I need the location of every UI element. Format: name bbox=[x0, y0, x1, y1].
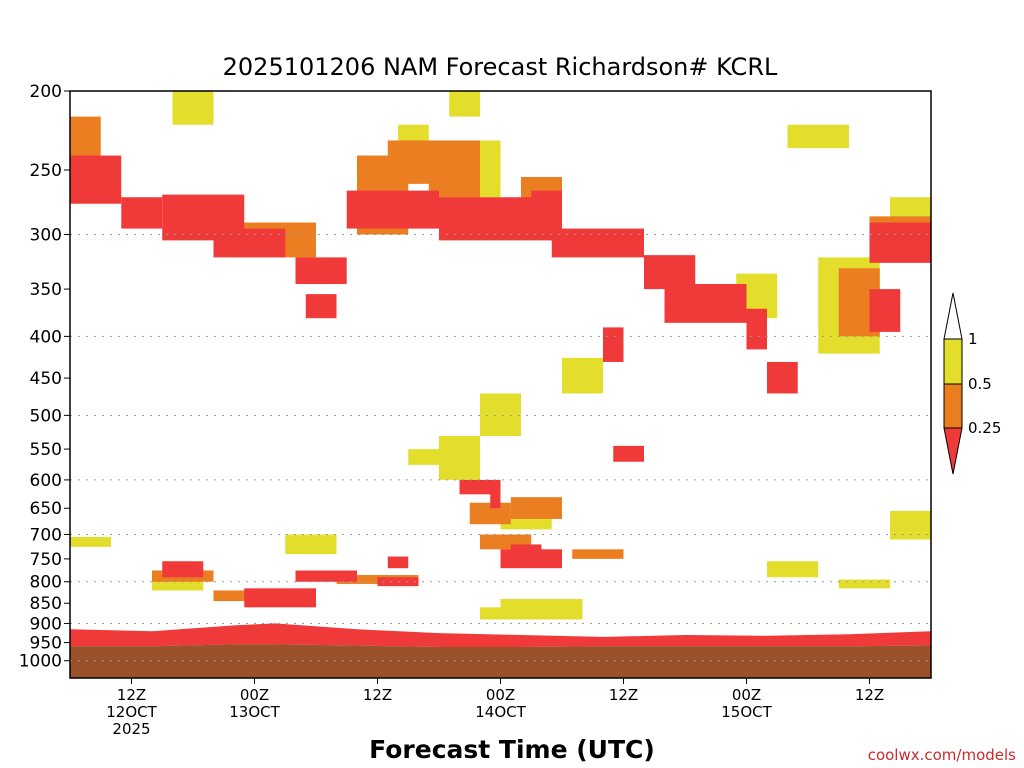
legend-swatch-lt0.25 bbox=[943, 427, 963, 475]
y-tick-label-800: 800 bbox=[30, 573, 62, 593]
y-tick-label-950: 950 bbox=[30, 634, 62, 654]
ri-cell-2-13 bbox=[480, 607, 583, 620]
y-tick-label-500: 500 bbox=[30, 406, 62, 426]
ri-cell-0-10 bbox=[644, 255, 696, 290]
ri-cell-0-15 bbox=[869, 289, 901, 332]
ri-cell-0-13 bbox=[767, 361, 798, 394]
y-tick-label-300: 300 bbox=[30, 226, 62, 246]
ri-cell-0-0 bbox=[70, 155, 122, 204]
ri-cell-2-20 bbox=[480, 393, 521, 436]
ri-cell-0-21 bbox=[510, 544, 542, 557]
y-tick-label-650: 650 bbox=[30, 499, 62, 519]
legend-label-2: 0.25 bbox=[968, 419, 1001, 437]
ri-cell-2-19 bbox=[890, 510, 931, 540]
ri-cell-0-25 bbox=[295, 570, 357, 582]
ri-cell-2-4 bbox=[787, 124, 849, 149]
ri-cell-0-5 bbox=[305, 294, 337, 319]
ri-cell-0-8 bbox=[531, 190, 562, 217]
ri-cell-2-10 bbox=[408, 449, 450, 465]
ri-cell-1-0 bbox=[70, 116, 101, 163]
legend-label-0: 1 bbox=[968, 330, 978, 348]
ri-cell-0-26 bbox=[244, 588, 316, 608]
y-tick-label-250: 250 bbox=[30, 161, 62, 181]
x-tick-label-3-1: 14OCT bbox=[475, 703, 526, 721]
legend-swatch-0.25-0.5 bbox=[943, 383, 963, 429]
ri-cell-2-3 bbox=[449, 91, 480, 117]
ri-cell-2-0 bbox=[172, 91, 214, 125]
ri-cell-0-23 bbox=[387, 556, 409, 569]
y-tick-label-450: 450 bbox=[30, 369, 62, 389]
ri-cell-1-8 bbox=[510, 497, 562, 519]
y-tick-label-900: 900 bbox=[30, 614, 62, 634]
x-tick-label-1-0: 00Z bbox=[240, 686, 269, 704]
x-tick-label-2-0: 12Z bbox=[363, 686, 392, 704]
y-tick-label-600: 600 bbox=[30, 471, 62, 491]
y-tick-label-750: 750 bbox=[30, 550, 62, 570]
x-tick-label-1-1: 13OCT bbox=[229, 703, 280, 721]
ri-cell-2-18 bbox=[838, 579, 890, 589]
ri-cell-1-11 bbox=[572, 549, 624, 559]
y-axis: 200 250 300 350 400 450 500 550 600 650 700 750 8008… bbox=[19, 82, 70, 672]
ri-cell-0-9 bbox=[551, 228, 644, 258]
ground-terrain bbox=[70, 644, 931, 678]
chart-title: 2025101206 NAM Forecast Richardson# KCRL bbox=[223, 53, 778, 81]
x-tick-label-0-1: 12OCT bbox=[106, 703, 157, 721]
ri-cell-0-1 bbox=[121, 197, 163, 229]
y-tick-label-350: 350 bbox=[30, 280, 62, 300]
y-tick-label-700: 700 bbox=[30, 525, 62, 545]
ri-cell-0-11 bbox=[664, 284, 747, 323]
x-tick-label-0-2: 2025 bbox=[112, 720, 150, 738]
y-tick-label-400: 400 bbox=[30, 327, 62, 347]
ri-cell-0-3 bbox=[213, 228, 286, 258]
x-tick-label-3-0: 00Z bbox=[486, 686, 515, 704]
ri-cell-0-6 bbox=[346, 190, 439, 229]
x-tick-label-0-0: 12Z bbox=[117, 686, 146, 704]
legend-swatch-gt1 bbox=[943, 292, 963, 340]
y-tick-label-850: 850 bbox=[30, 594, 62, 614]
x-tick-label-6-0: 12Z bbox=[855, 686, 884, 704]
ri-cell-0-19 bbox=[490, 488, 501, 509]
x-axis-label: Forecast Time (UTC) bbox=[369, 735, 655, 764]
ri-cell-0-14 bbox=[869, 222, 931, 263]
legend-swatch-0.5-1 bbox=[943, 338, 963, 385]
ri-cell-0-16 bbox=[603, 327, 624, 362]
ri-cell-0-12 bbox=[746, 308, 767, 350]
ri-cell-0-24 bbox=[162, 561, 204, 578]
ri-cell-2-17 bbox=[767, 561, 819, 578]
legend-label-1: 0.5 bbox=[968, 375, 992, 393]
ri-cell-1-13 bbox=[213, 590, 265, 602]
credit-text: coolwx.com/models bbox=[868, 746, 1016, 764]
ri-cell-0-17 bbox=[613, 445, 644, 462]
x-tick-label-5-1: 15OCT bbox=[721, 703, 772, 721]
x-tick-label-5-0: 00Z bbox=[732, 686, 761, 704]
x-tick-label-4-0: 12Z bbox=[609, 686, 638, 704]
legend: 1 0.5 0.25 bbox=[943, 292, 1001, 475]
plot-area bbox=[69, 90, 932, 679]
ri-cell-2-14 bbox=[70, 536, 111, 547]
y-tick-label-200: 200 bbox=[30, 82, 62, 102]
ri-cell-0-4 bbox=[295, 257, 347, 285]
ri-cell-1-3 bbox=[428, 140, 480, 198]
y-tick-label-1000: 1000 bbox=[19, 652, 62, 672]
ri-cell-2-16 bbox=[285, 534, 337, 555]
boundary-layer-region bbox=[70, 623, 931, 648]
y-tick-label-550: 550 bbox=[30, 440, 62, 460]
ri-cell-2-8 bbox=[562, 357, 603, 394]
